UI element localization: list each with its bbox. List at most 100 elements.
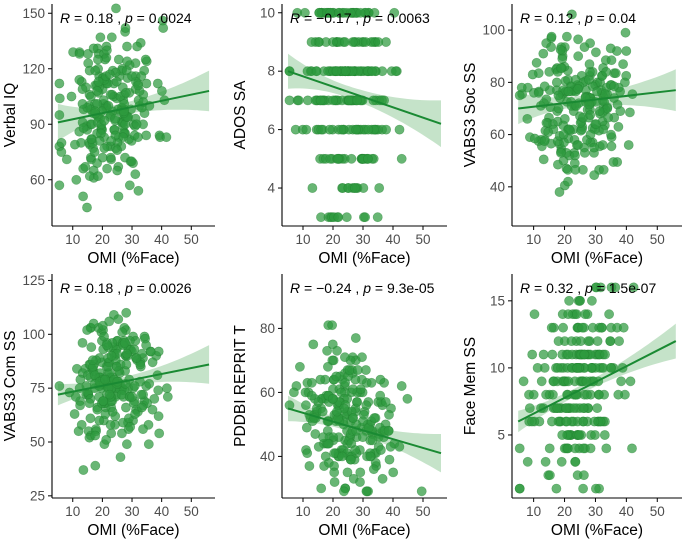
correlation-annotation: R = 0.18 , p = 0.0024 <box>60 10 192 26</box>
data-point <box>396 381 407 391</box>
x-tick-label: 30 <box>125 504 140 519</box>
data-point <box>308 339 319 350</box>
data-point <box>377 473 388 484</box>
panel-face-mem: 10 20 30 40 50 5 10 15 OMI (%Face) Face Mem SS R =… <box>462 274 682 539</box>
y-tick-label: 25 <box>30 488 45 503</box>
data-point <box>352 365 363 375</box>
data-point <box>115 452 126 462</box>
data-point <box>571 309 582 320</box>
data-point <box>625 376 636 387</box>
data-point <box>621 70 632 81</box>
data-point <box>113 191 124 202</box>
data-point <box>592 403 603 413</box>
data-point <box>350 445 360 455</box>
data-point <box>125 421 136 432</box>
data-point <box>304 461 315 471</box>
data-point <box>324 124 335 135</box>
data-point <box>153 411 164 422</box>
data-point <box>104 316 115 327</box>
data-point <box>522 456 533 467</box>
data-point <box>573 140 583 150</box>
data-point <box>338 486 349 497</box>
x-tick-label: 30 <box>355 232 370 247</box>
data-point <box>112 145 123 155</box>
data-point <box>136 402 147 413</box>
x-tick-label: 50 <box>415 504 430 519</box>
points-ados-sa <box>284 7 407 223</box>
data-point <box>54 78 65 89</box>
data-point <box>117 428 127 439</box>
data-point <box>591 483 601 494</box>
data-point <box>104 389 115 400</box>
data-point <box>579 470 589 481</box>
data-point <box>557 53 568 64</box>
data-point <box>70 391 81 402</box>
data-point <box>563 376 574 387</box>
data-point <box>563 309 574 320</box>
data-point <box>113 314 124 325</box>
data-point <box>623 140 634 150</box>
data-point <box>122 41 132 52</box>
data-point <box>600 349 610 360</box>
data-point <box>601 443 612 454</box>
data-point <box>551 77 562 88</box>
data-point <box>333 153 343 164</box>
data-point <box>141 130 152 141</box>
regression-line <box>57 89 210 124</box>
data-point <box>374 183 385 193</box>
y-axis-title: Verbal IQ <box>2 83 19 148</box>
data-point <box>106 350 117 361</box>
data-point <box>608 157 619 167</box>
data-point <box>547 349 558 360</box>
data-point <box>101 340 112 350</box>
data-point <box>154 428 165 439</box>
data-point <box>71 174 82 185</box>
data-point <box>131 119 142 130</box>
data-point <box>573 51 584 62</box>
data-point <box>372 212 383 223</box>
data-point <box>103 361 113 372</box>
data-point <box>402 393 413 404</box>
data-point <box>158 23 169 33</box>
data-point <box>149 393 160 404</box>
data-point <box>613 389 624 400</box>
data-point <box>396 153 407 164</box>
y-tick-label: 4 <box>267 181 275 196</box>
y-tick-label: 120 <box>22 61 45 76</box>
y-axis-title: PDDBI REPRIT T <box>232 325 249 447</box>
data-point <box>97 152 108 163</box>
x-tick-label: 50 <box>650 232 665 247</box>
data-point <box>578 416 589 427</box>
data-point <box>111 3 121 14</box>
data-point <box>126 156 137 167</box>
data-point <box>331 66 342 77</box>
x-tick-label: 10 <box>526 504 541 519</box>
data-point <box>121 359 132 370</box>
data-point <box>599 430 610 440</box>
data-point <box>610 282 621 293</box>
data-point <box>302 66 313 77</box>
data-point <box>366 377 377 388</box>
data-point <box>54 110 65 120</box>
data-point <box>579 349 590 360</box>
correlation-annotation: R = 0.12 , p = 0.04 <box>520 10 636 26</box>
data-point <box>533 87 544 98</box>
data-point <box>152 78 163 89</box>
data-point <box>315 95 326 106</box>
data-point <box>367 435 378 446</box>
data-point <box>536 376 547 387</box>
data-point <box>130 409 140 419</box>
data-point <box>547 416 557 427</box>
data-point <box>546 42 556 52</box>
data-point <box>75 374 86 385</box>
data-point <box>361 400 372 411</box>
data-point <box>360 212 370 223</box>
data-point <box>628 282 639 293</box>
data-point <box>355 384 366 395</box>
data-point <box>618 322 629 333</box>
data-point <box>416 486 427 497</box>
data-point <box>355 467 366 478</box>
data-point <box>527 69 538 80</box>
confidence-band <box>518 323 676 433</box>
data-point <box>559 114 570 124</box>
